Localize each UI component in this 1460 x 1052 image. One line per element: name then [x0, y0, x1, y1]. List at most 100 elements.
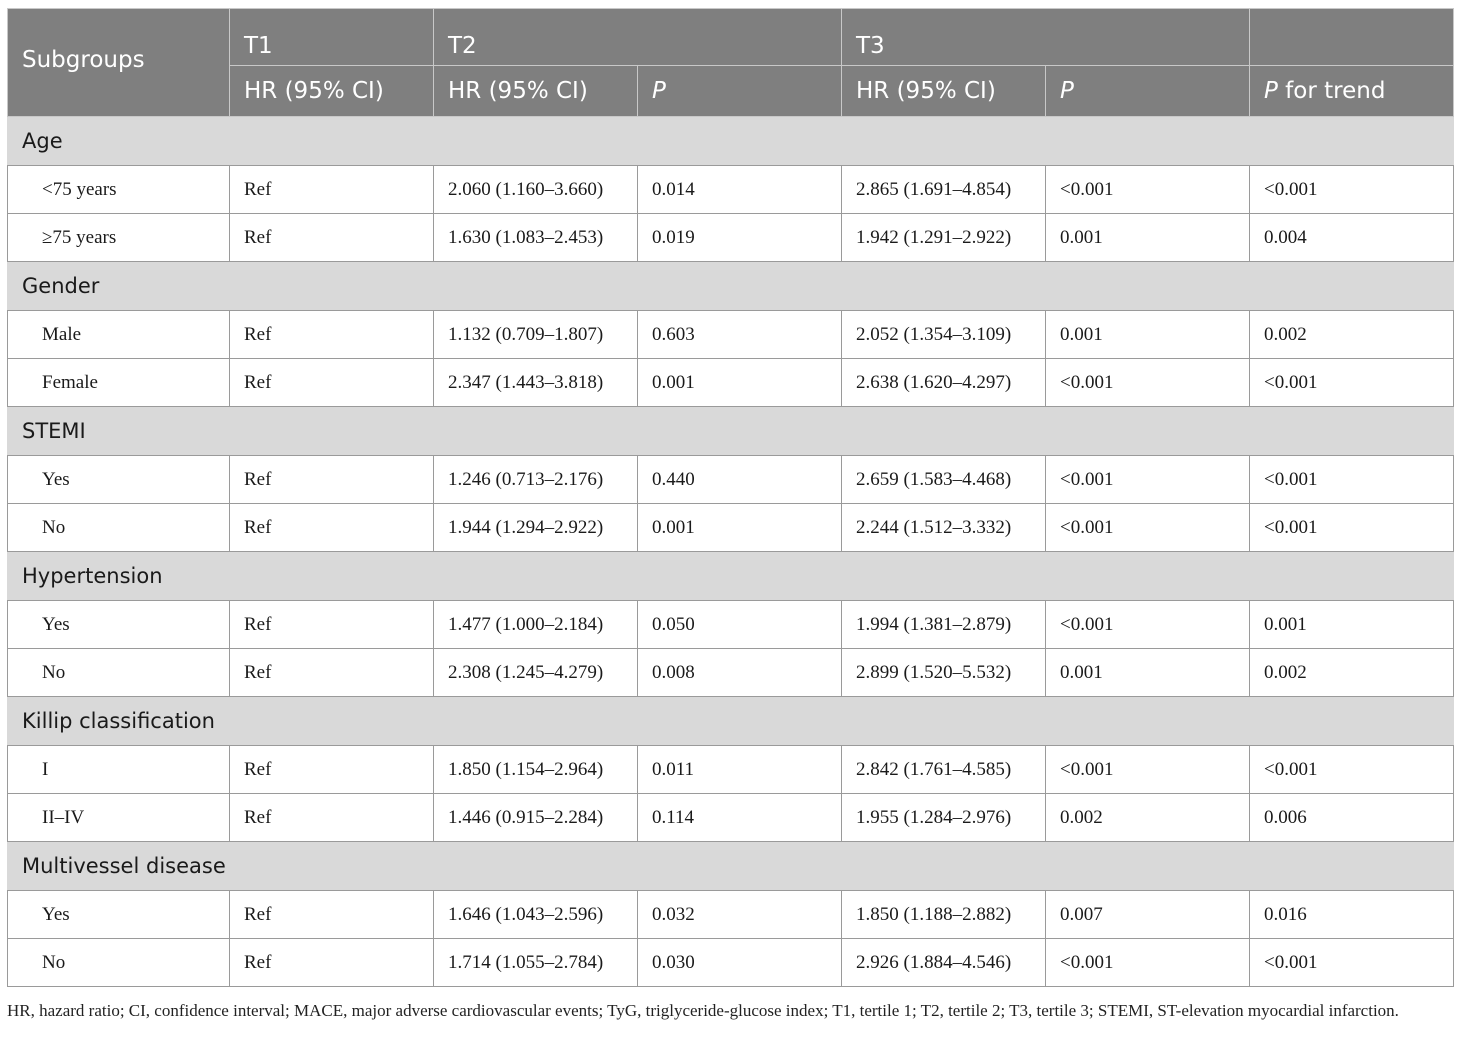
- p-trend-cell: 0.001: [1249, 600, 1454, 649]
- subgroup-label: I: [7, 745, 230, 794]
- t3-hr-cell: 2.659 (1.583–4.468): [841, 455, 1046, 504]
- p-trend-cell: 0.016: [1249, 890, 1454, 939]
- t2-hr-cell: 2.347 (1.443–3.818): [433, 358, 638, 407]
- t1-hr-cell: Ref: [229, 793, 434, 842]
- header-subgroups: Subgroups: [7, 8, 230, 117]
- subgroup-label: No: [7, 503, 230, 552]
- t1-hr-cell: Ref: [229, 165, 434, 214]
- t2-p-cell: 0.050: [637, 600, 842, 649]
- header-t2-p: P: [637, 65, 842, 117]
- table-row: Yes Ref 1.246 (0.713–2.176) 0.440 2.659 (1.5…: [7, 455, 1454, 504]
- subgroup-label: No: [7, 938, 230, 987]
- t3-p-cell: 0.001: [1045, 310, 1250, 359]
- p-trend-cell: <0.001: [1249, 745, 1454, 794]
- subgroup-label: Yes: [7, 455, 230, 504]
- t3-p-cell: <0.001: [1045, 600, 1250, 649]
- header-t3: T3: [841, 8, 1250, 66]
- table-row: No Ref 1.944 (1.294–2.922) 0.001 2.244 (1.51…: [7, 503, 1454, 552]
- subgroup-label: Yes: [7, 890, 230, 939]
- t2-p-cell: 0.014: [637, 165, 842, 214]
- table-row: ≥75 years Ref 1.630 (1.083–2.453) 0.019 1.94…: [7, 213, 1454, 262]
- t2-hr-cell: 1.446 (0.915–2.284): [433, 793, 638, 842]
- t3-hr-cell: 2.899 (1.520–5.532): [841, 648, 1046, 697]
- header-t3-hr: HR (95% CI): [841, 65, 1046, 117]
- p-trend-cell: <0.001: [1249, 358, 1454, 407]
- t3-hr-cell: 2.842 (1.761–4.585): [841, 745, 1046, 794]
- t3-hr-cell: 1.850 (1.188–2.882): [841, 890, 1046, 939]
- t1-hr-cell: Ref: [229, 745, 434, 794]
- t1-hr-cell: Ref: [229, 503, 434, 552]
- header-t2-hr: HR (95% CI): [433, 65, 638, 117]
- t2-hr-cell: 1.477 (1.000–2.184): [433, 600, 638, 649]
- group-row: Multivessel disease: [7, 841, 1454, 891]
- t2-p-cell: 0.008: [637, 648, 842, 697]
- t3-p-cell: <0.001: [1045, 455, 1250, 504]
- t3-hr-cell: 2.052 (1.354–3.109): [841, 310, 1046, 359]
- table-row: Yes Ref 1.477 (1.000–2.184) 0.050 1.994 (1.3…: [7, 600, 1454, 649]
- t2-hr-cell: 1.630 (1.083–2.453): [433, 213, 638, 262]
- group-name: Killip classification: [7, 696, 1454, 746]
- subgroup-label: <75 years: [7, 165, 230, 214]
- t1-hr-cell: Ref: [229, 358, 434, 407]
- table-row: Male Ref 1.132 (0.709–1.807) 0.603 2.052 (1.…: [7, 310, 1454, 359]
- header-t2: T2: [433, 8, 842, 66]
- t2-hr-cell: 1.246 (0.713–2.176): [433, 455, 638, 504]
- group-row: Killip classification: [7, 696, 1454, 746]
- header-t3-p: P: [1045, 65, 1250, 117]
- p-trend-cell: 0.002: [1249, 310, 1454, 359]
- group-name: STEMI: [7, 406, 1454, 456]
- group-name: Age: [7, 116, 1454, 166]
- t3-hr-cell: 1.994 (1.381–2.879): [841, 600, 1046, 649]
- t3-hr-cell: 2.638 (1.620–4.297): [841, 358, 1046, 407]
- p-trend-cell: <0.001: [1249, 938, 1454, 987]
- table-container: Subgroups T1 T2 T3 HR (95% CI) HR (95% C…: [7, 8, 1454, 987]
- t2-hr-cell: 1.132 (0.709–1.807): [433, 310, 638, 359]
- t3-hr-cell: 1.942 (1.291–2.922): [841, 213, 1046, 262]
- group-row: Gender: [7, 261, 1454, 311]
- subgroup-label: Male: [7, 310, 230, 359]
- table-row: No Ref 1.714 (1.055–2.784) 0.030 2.926 (1.88…: [7, 938, 1454, 987]
- t3-hr-cell: 1.955 (1.284–2.976): [841, 793, 1046, 842]
- t3-p-cell: 0.001: [1045, 213, 1250, 262]
- t2-hr-cell: 1.646 (1.043–2.596): [433, 890, 638, 939]
- t2-p-cell: 0.032: [637, 890, 842, 939]
- t1-hr-cell: Ref: [229, 890, 434, 939]
- header-t1: T1: [229, 8, 434, 66]
- t3-p-cell: 0.001: [1045, 648, 1250, 697]
- subgroup-label: Female: [7, 358, 230, 407]
- t2-p-cell: 0.030: [637, 938, 842, 987]
- header-p-italic: P: [1264, 78, 1278, 104]
- p-trend-cell: 0.006: [1249, 793, 1454, 842]
- table-footnote: HR, hazard ratio; CI, confidence interva…: [7, 1001, 1399, 1020]
- t2-p-cell: 0.011: [637, 745, 842, 794]
- t3-hr-cell: 2.244 (1.512–3.332): [841, 503, 1046, 552]
- t2-p-cell: 0.440: [637, 455, 842, 504]
- t3-p-cell: <0.001: [1045, 503, 1250, 552]
- table-row: Female Ref 2.347 (1.443–3.818) 0.001 2.638 (…: [7, 358, 1454, 407]
- header-empty: [1249, 8, 1454, 66]
- t3-p-cell: <0.001: [1045, 745, 1250, 794]
- group-row: STEMI: [7, 406, 1454, 456]
- t3-p-cell: <0.001: [1045, 165, 1250, 214]
- subgroup-label: II–IV: [7, 793, 230, 842]
- p-trend-cell: 0.002: [1249, 648, 1454, 697]
- t2-p-cell: 0.114: [637, 793, 842, 842]
- subgroup-label: ≥75 years: [7, 213, 230, 262]
- t3-p-cell: <0.001: [1045, 358, 1250, 407]
- t2-p-cell: 0.603: [637, 310, 842, 359]
- t1-hr-cell: Ref: [229, 648, 434, 697]
- header-p-for-trend: P for trend: [1249, 65, 1454, 117]
- t3-p-cell: 0.007: [1045, 890, 1250, 939]
- t1-hr-cell: Ref: [229, 938, 434, 987]
- header-t1-hr: HR (95% CI): [229, 65, 434, 117]
- subgroup-label: Yes: [7, 600, 230, 649]
- group-row: Age: [7, 116, 1454, 166]
- p-trend-cell: 0.004: [1249, 213, 1454, 262]
- table-row: II–IV Ref 1.446 (0.915–2.284) 0.114 1.955 (1…: [7, 793, 1454, 842]
- t3-hr-cell: 2.865 (1.691–4.854): [841, 165, 1046, 214]
- table-row: No Ref 2.308 (1.245–4.279) 0.008 2.899 (1.52…: [7, 648, 1454, 697]
- group-name: Gender: [7, 261, 1454, 311]
- subgroup-hr-table: Subgroups T1 T2 T3 HR (95% CI) HR (95% C…: [7, 8, 1454, 987]
- table-row: <75 years Ref 2.060 (1.160–3.660) 0.014 2.86…: [7, 165, 1454, 214]
- subgroup-label: No: [7, 648, 230, 697]
